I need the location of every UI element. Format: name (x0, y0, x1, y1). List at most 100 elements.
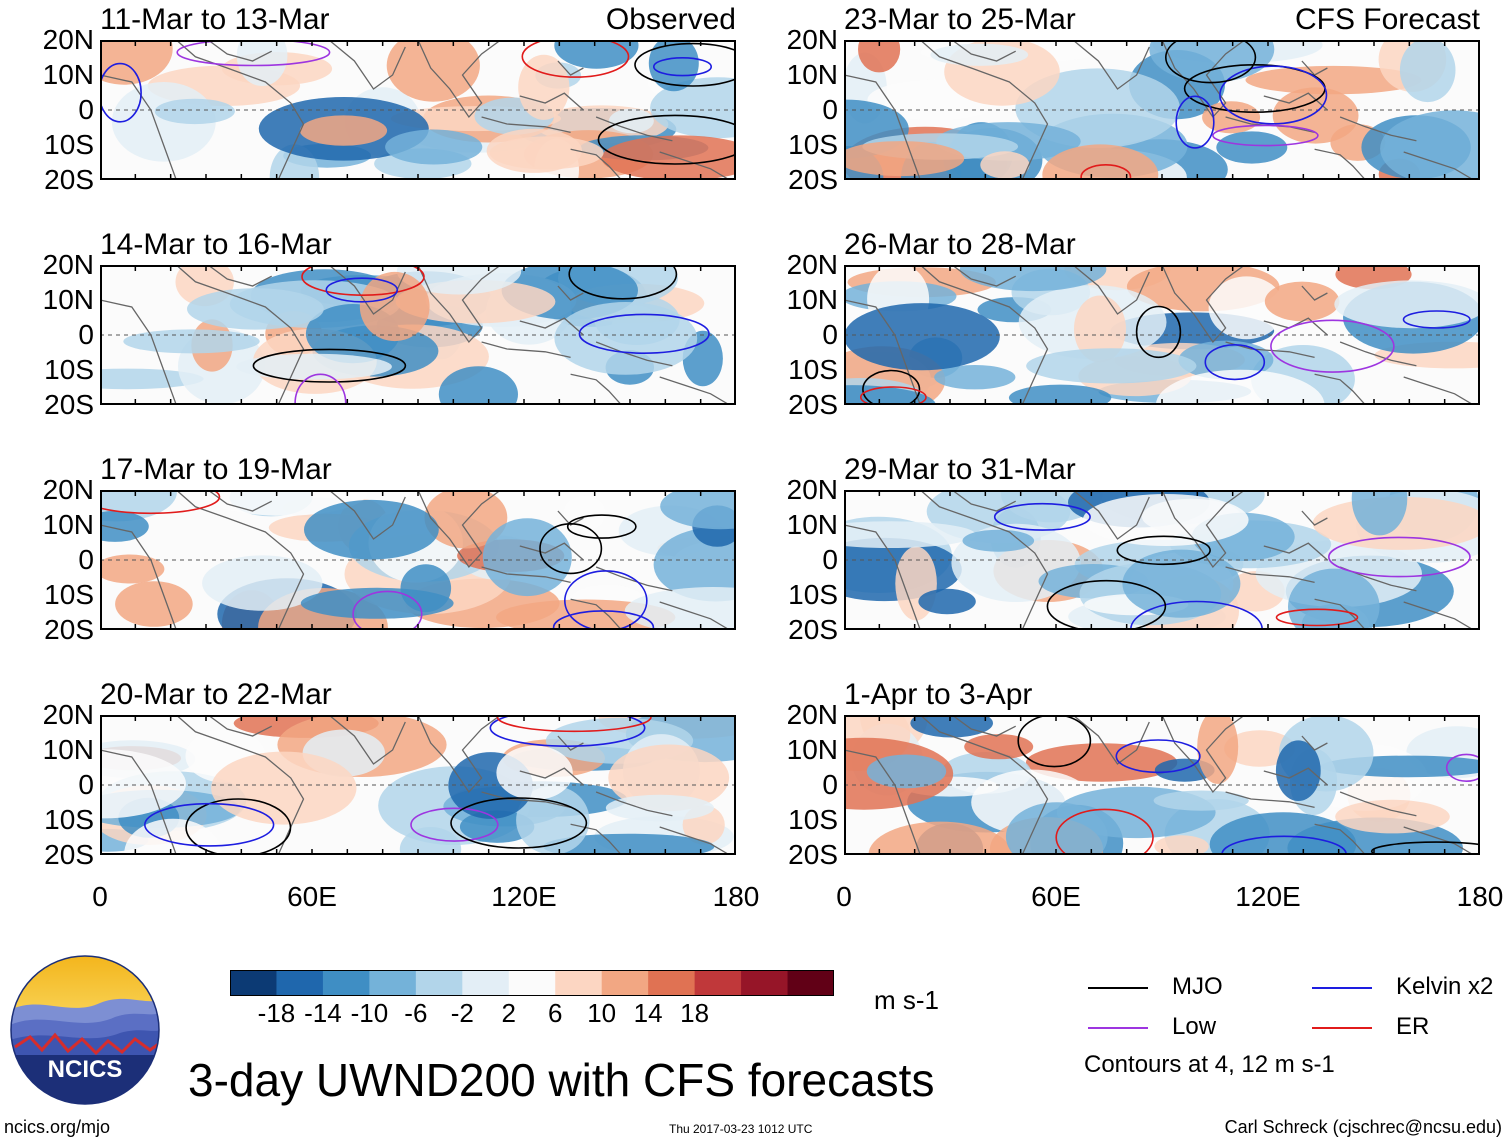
panel-title: 20-Mar to 22-Mar (100, 678, 332, 711)
lat-tick-label: 0 (78, 319, 94, 350)
colorbar-level-label: -2 (450, 998, 474, 1028)
coastline (1301, 735, 1328, 751)
coastline (175, 265, 305, 405)
footer-timestamp: Thu 2017-03-23 1012 UTC (669, 1122, 813, 1136)
lat-tick-label: 20N (42, 249, 94, 280)
coastline (519, 542, 584, 561)
coastline (919, 715, 1049, 855)
coastline (1301, 285, 1328, 301)
colorbar-swatch (648, 970, 696, 996)
legend-swatch (1312, 987, 1372, 989)
panel-title: 14-Mar to 16-Mar (100, 228, 332, 261)
coastline (951, 265, 1016, 287)
anomaly-blob (1275, 740, 1321, 801)
coastline (417, 490, 502, 569)
anomaly-blob (1335, 799, 1450, 834)
wave-contour (1116, 535, 1211, 566)
colorbar-level-label: 6 (547, 998, 563, 1028)
anomaly-blob (1042, 144, 1159, 180)
wave-contour (252, 348, 407, 383)
lat-tick-label: 10S (788, 354, 838, 385)
lat-tick-label: 10S (44, 129, 94, 160)
wave-contour (1370, 841, 1480, 855)
anomaly-blob (438, 366, 518, 405)
legend-label: Kelvin x2 (1396, 973, 1494, 1000)
panel-title: 26-Mar to 28-Mar (844, 228, 1076, 261)
anomaly-blob (154, 98, 235, 125)
lat-tick-label: 0 (822, 544, 838, 575)
wave-contour (301, 265, 425, 296)
anomaly-blob (605, 794, 714, 822)
uwnd-panel-map (100, 265, 736, 405)
footer-site[interactable]: ncics.org/mjo (4, 1117, 111, 1137)
coastline (844, 749, 921, 855)
coastline (557, 285, 584, 301)
wave-contour (185, 798, 292, 855)
lat-tick-label: 20N (786, 24, 838, 55)
anomaly-blob (918, 588, 976, 615)
wave-contour (1055, 808, 1154, 855)
lat-tick-label: 10N (42, 509, 94, 540)
coastline (557, 510, 584, 526)
uwnd-panel-map (100, 715, 736, 855)
lat-tick-label: 20N (786, 474, 838, 505)
anomaly-blob (930, 43, 1029, 66)
anomaly-blob (1224, 730, 1295, 767)
uwnd-panel-map (100, 40, 736, 180)
anomaly-blob (608, 108, 654, 134)
ncics-logo: NCICS (10, 955, 160, 1105)
lat-tick-label: 10S (44, 579, 94, 610)
coastline (417, 715, 502, 794)
coastline (1263, 542, 1328, 561)
anomaly-blob (1245, 65, 1422, 95)
anomaly-blob (1351, 490, 1408, 536)
coastline (175, 715, 305, 855)
anomaly-blob (1074, 295, 1126, 363)
coastline (481, 791, 571, 809)
lat-tick-label: 0 (78, 94, 94, 125)
wave-contour (1046, 579, 1167, 630)
colorbar-level-label: -6 (404, 998, 428, 1028)
panel-title: 17-Mar to 19-Mar (100, 453, 332, 486)
anomaly-blob (601, 135, 736, 180)
wave-contour (1135, 305, 1182, 359)
anomaly-blob (187, 288, 324, 330)
lat-tick-label: 10N (42, 284, 94, 315)
anomaly-blob (299, 115, 388, 146)
coastline (1263, 767, 1328, 786)
footer-author[interactable]: Carl Schreck (cjschrec@ncsu.edu) (1224, 1117, 1502, 1137)
anomaly-blob (1155, 369, 1325, 405)
coastline (1161, 40, 1246, 119)
coastline (328, 40, 406, 90)
anomaly-blob (650, 77, 736, 139)
lat-tick-label: 20S (44, 164, 94, 195)
lat-tick-label: 20S (788, 164, 838, 195)
colorbar-swatch (415, 970, 463, 996)
anomaly-blob (1025, 743, 1178, 782)
coastline (1161, 490, 1246, 569)
lon-tick-label: 120E (491, 881, 557, 912)
colorbar-level-label: 14 (633, 998, 663, 1028)
lat-tick-label: 10N (42, 734, 94, 765)
lon-tick-label: 180 (1456, 881, 1504, 912)
colorbar-level-label: 2 (501, 998, 516, 1028)
lat-tick-label: 20S (788, 389, 838, 420)
coastline (1314, 148, 1366, 180)
coastline (207, 40, 272, 62)
anomaly-blob (385, 129, 483, 165)
anomaly-blob (858, 40, 901, 73)
wave-contour (450, 797, 588, 849)
anomaly-blob (115, 581, 193, 627)
lat-tick-label: 10S (44, 804, 94, 835)
coastline (1072, 40, 1150, 90)
coastline (100, 74, 177, 180)
coastline (100, 749, 177, 855)
coastline (1301, 510, 1328, 526)
wave-contour (552, 610, 655, 630)
lat-tick-label: 10S (788, 804, 838, 835)
anomaly-blob (543, 833, 715, 855)
coastline (519, 767, 584, 786)
colorbar-level-label: -18 (257, 998, 296, 1028)
anomaly-blob (980, 151, 1030, 179)
colorbar-swatch (276, 970, 324, 996)
